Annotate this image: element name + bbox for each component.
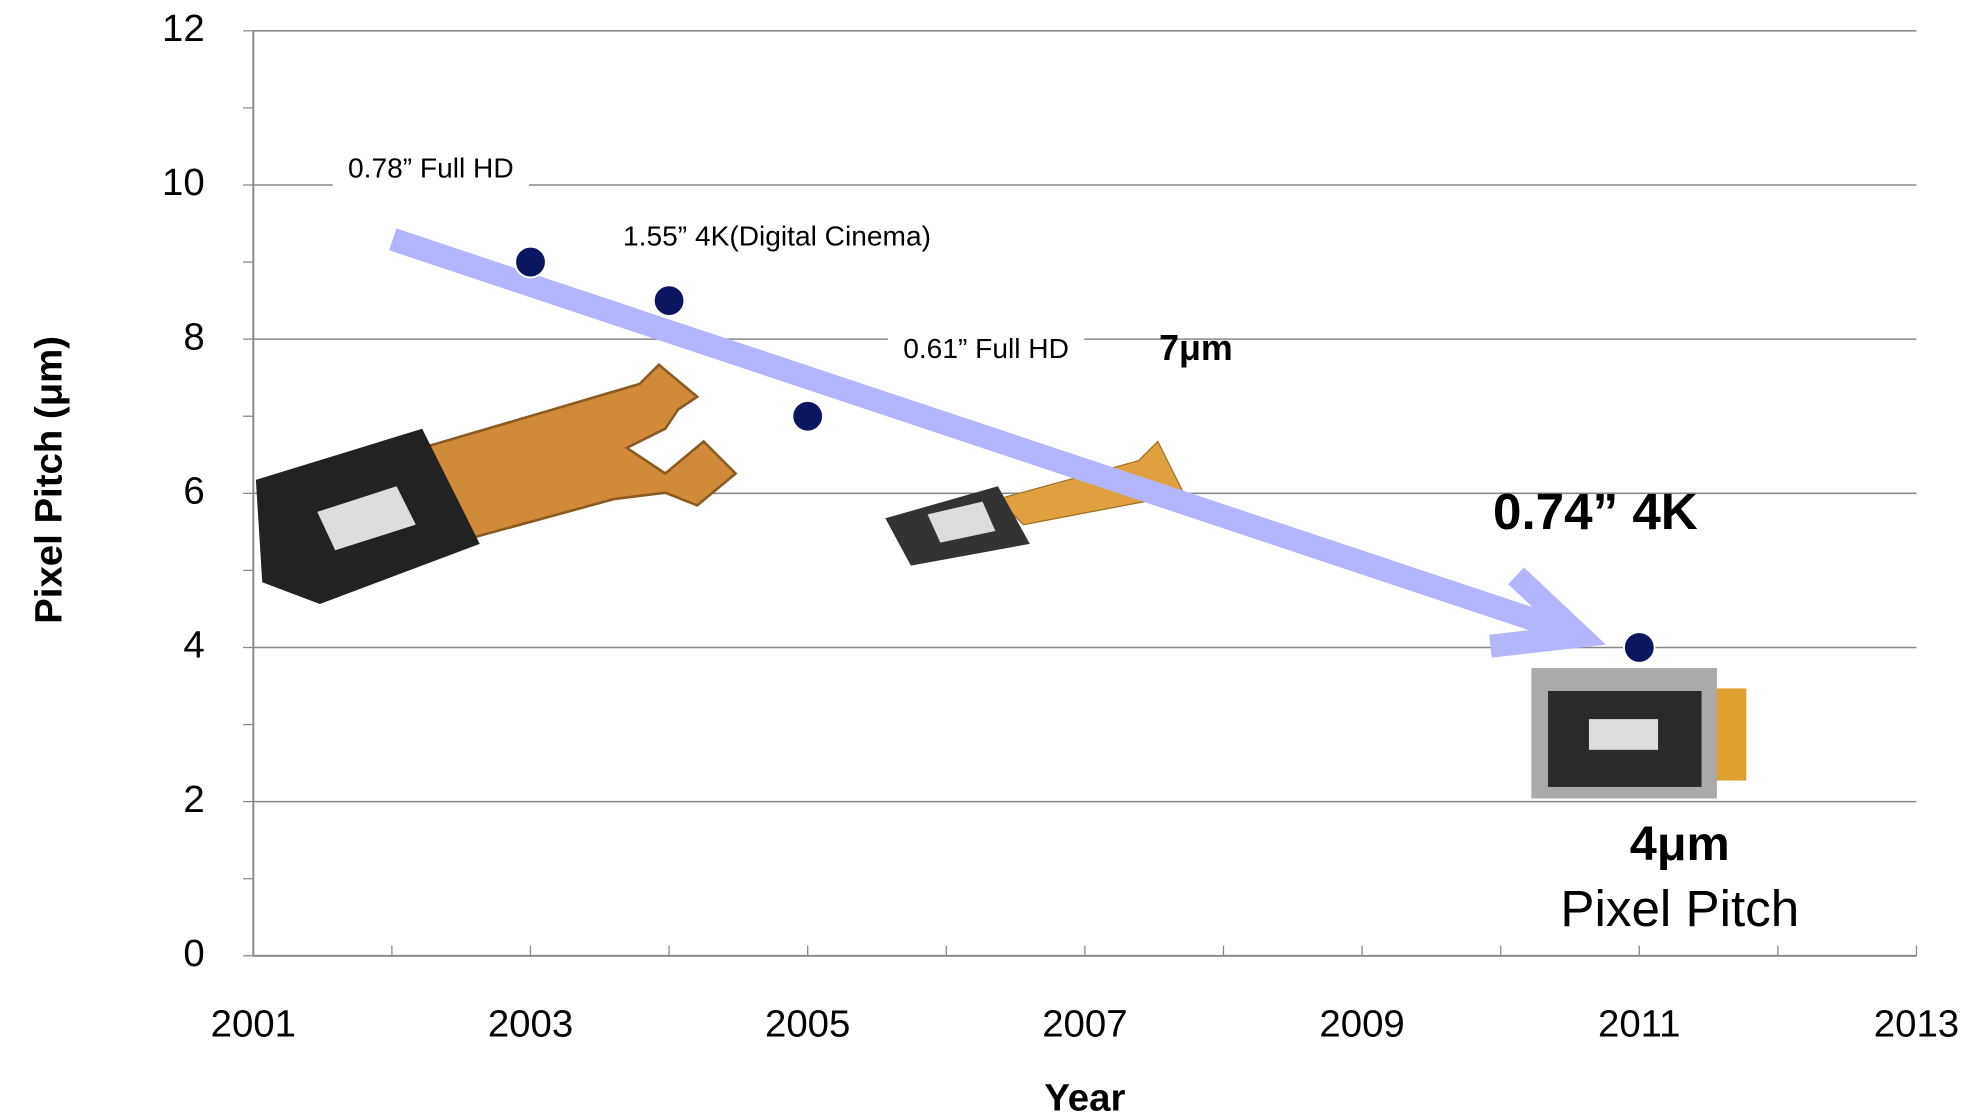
trend-arrow [389,228,1606,658]
point [791,399,825,433]
annotation: 0.74” 4K [1493,483,1698,540]
y-tick-label: 10 [162,161,205,204]
y-tick-label: 6 [183,469,204,512]
x-axis-label: Year [1044,1077,1125,1112]
annotation: 7μm [1159,328,1233,368]
chip-window [927,501,996,543]
point [514,245,547,279]
chip-window [317,486,416,551]
annotation: 4μm [1630,817,1730,871]
annotation: 1.55” 4K(Digital Cinema) [623,221,931,252]
y-tick-label: 0 [183,932,204,975]
y-tick-label: 8 [183,315,204,358]
point [652,284,686,317]
chip-illustrations [255,363,1747,799]
x-tick-label: 2001 [211,1002,296,1045]
annotation-background [887,327,1085,370]
flex-cable [420,363,738,539]
x-tick-label: 2005 [765,1002,850,1045]
arrow-shaft [389,228,1571,642]
x-tick-label: 2009 [1319,1002,1404,1045]
chip-window [1588,719,1659,750]
y-axis-label: Pixel Pitch (μm) [27,336,70,624]
x-tick-label: 2007 [1042,1002,1127,1045]
x-tick-label: 2013 [1874,1002,1959,1045]
annotation-background [607,215,947,257]
x-tick-label: 2011 [1598,1002,1681,1045]
annotation-background [332,147,530,189]
annotation: 0.61” Full HD [903,333,1069,364]
arrow-head [1489,567,1606,658]
y-tick-label: 12 [162,7,205,50]
annotation: 0.78” Full HD [348,153,514,184]
point [1622,631,1656,664]
y-tick-label: 2 [183,778,204,821]
y-tick-label: 4 [183,624,204,667]
annotation: Pixel Pitch [1560,880,1799,937]
x-tick-label: 2003 [488,1002,573,1045]
